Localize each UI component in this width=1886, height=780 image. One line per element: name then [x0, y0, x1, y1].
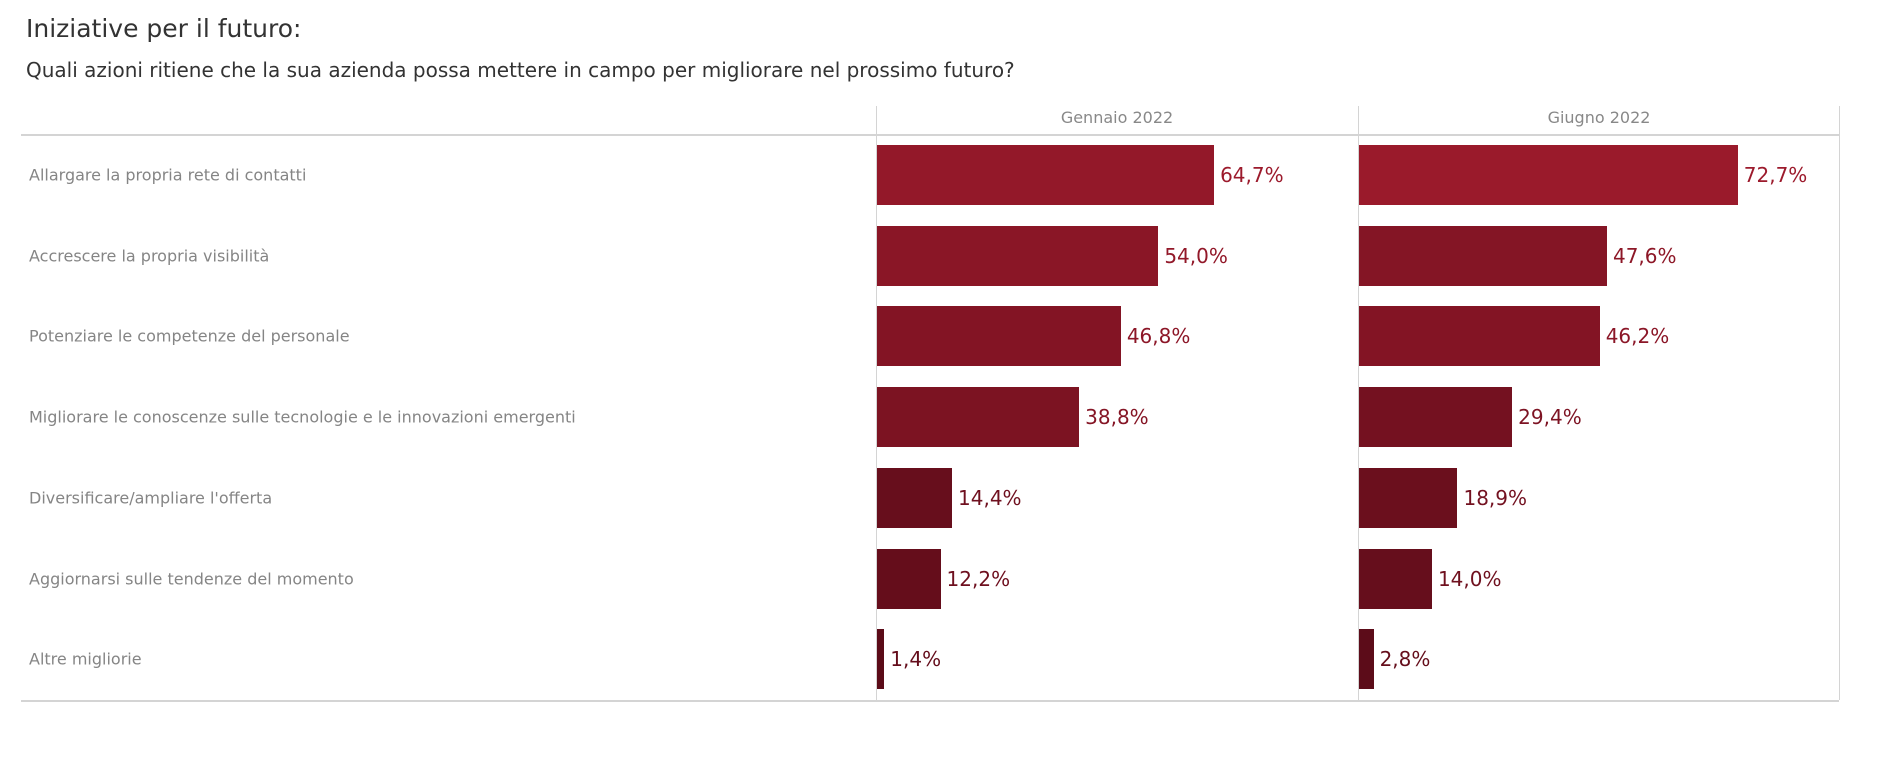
bar-1-0: [1359, 145, 1738, 205]
data-label: 46,8%: [1126, 324, 1191, 349]
data-label: 64,7%: [1220, 163, 1284, 187]
bottom-divider: [21, 700, 1839, 702]
bar-0-2: [877, 306, 1121, 367]
category-label: Diversificare/ampliare l'offerta: [29, 488, 273, 508]
data-label: 54,0%: [1164, 243, 1228, 268]
bar-1-3: [1359, 387, 1513, 448]
page-subtitle: Quali azioni ritiene che la sua azienda …: [26, 58, 1015, 82]
data-label: 18,9%: [1463, 485, 1528, 510]
bar-1-5: [1359, 548, 1432, 609]
category-label: Aggiornarsi sulle tendenze del momento: [29, 569, 354, 588]
pane-divider: [1358, 106, 1359, 700]
bar-0-5: [877, 548, 941, 609]
column-header-0: Gennaio 2022: [1060, 108, 1174, 127]
data-label: 38,8%: [1085, 405, 1149, 430]
bar-0-1: [877, 225, 1159, 286]
bar-1-4: [1359, 467, 1458, 528]
data-label: 46,2%: [1605, 324, 1670, 349]
bar-1-1: [1359, 225, 1607, 286]
page-title: Iniziative per il futuro:: [26, 14, 302, 43]
category-label: Allargare la propria rete di contatti: [29, 165, 307, 185]
bar-0-3: [877, 387, 1080, 448]
data-label: 2,8%: [1379, 647, 1431, 672]
data-label: 29,4%: [1518, 405, 1582, 430]
data-label: 12,2%: [946, 566, 1011, 591]
data-label: 14,0%: [1437, 566, 1502, 591]
pane-divider: [876, 106, 877, 700]
column-header-1: Giugno 2022: [1547, 108, 1651, 127]
data-label: 1,4%: [890, 647, 942, 672]
data-label: 72,7%: [1743, 163, 1808, 187]
data-label: 47,6%: [1612, 243, 1677, 268]
category-label: Migliorare le conoscenze sulle tecnologi…: [29, 407, 576, 427]
category-label: Altre migliorie: [29, 649, 142, 669]
category-label: Potenziare le competenze del personale: [29, 326, 350, 346]
bar-0-0: [877, 145, 1215, 205]
bar-1-2: [1359, 306, 1600, 367]
bar-1-6: [1359, 629, 1374, 690]
bar-0-6: [877, 629, 885, 690]
header-divider: [21, 134, 1839, 136]
category-label: Accrescere la propria visibilità: [29, 246, 270, 266]
pane-divider-right: [1839, 106, 1840, 700]
bar-0-4: [877, 467, 953, 528]
data-label: 14,4%: [958, 485, 1022, 510]
